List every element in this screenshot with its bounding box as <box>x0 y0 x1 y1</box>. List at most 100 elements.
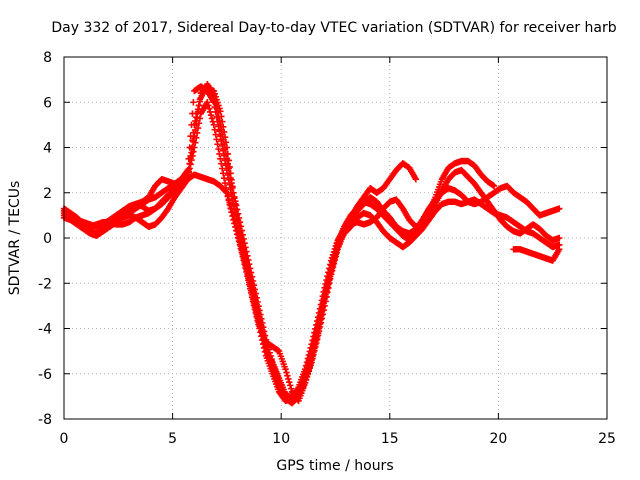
data-point <box>246 283 254 290</box>
data-point <box>294 391 301 399</box>
data-point <box>311 340 318 348</box>
data-point <box>225 196 232 203</box>
data-point <box>222 188 230 195</box>
data-point <box>326 274 333 282</box>
x-axis-label: GPS time / hours <box>276 458 393 474</box>
data-point <box>327 266 335 273</box>
data-point <box>250 299 258 307</box>
data-point <box>248 291 256 299</box>
x-tick-label: 20 <box>489 431 507 447</box>
data-point <box>189 137 196 144</box>
data-point <box>248 273 256 280</box>
data-point <box>223 155 231 163</box>
data-point <box>312 336 319 344</box>
data-point <box>219 131 226 138</box>
data-point <box>329 259 337 266</box>
data-point <box>314 325 322 332</box>
data-point <box>234 210 242 217</box>
data-point <box>259 319 266 327</box>
data-point <box>227 202 234 209</box>
data-point <box>230 189 237 196</box>
data-point <box>265 346 272 353</box>
data-point <box>333 245 340 252</box>
data-point <box>212 131 219 138</box>
data-point <box>211 96 218 103</box>
data-point <box>330 255 338 263</box>
data-point <box>256 307 263 314</box>
y-tick-label: 8 <box>43 50 52 66</box>
data-point <box>196 98 204 105</box>
data-point <box>313 329 321 336</box>
data-point <box>244 252 251 259</box>
data-point <box>309 348 316 355</box>
data-point <box>287 385 295 392</box>
data-point <box>267 352 274 360</box>
y-tick-label: -8 <box>38 412 52 428</box>
data-point <box>246 265 254 272</box>
data-point <box>302 371 310 379</box>
data-point <box>190 129 197 136</box>
data-point <box>490 182 498 190</box>
data-point <box>241 258 248 266</box>
data-point <box>243 248 250 255</box>
data-point <box>218 126 225 133</box>
data-point <box>223 189 231 196</box>
data-point <box>260 328 268 335</box>
data-point <box>226 199 233 206</box>
data-point <box>228 205 235 213</box>
data-point <box>319 304 326 311</box>
data-point <box>237 223 245 230</box>
data-point <box>229 208 236 216</box>
x-tick-label: 0 <box>60 431 69 447</box>
data-point <box>253 294 260 301</box>
data-point <box>183 177 191 184</box>
data-point <box>239 231 246 238</box>
data-point <box>283 369 290 376</box>
data-point <box>239 250 246 258</box>
data-point <box>209 118 217 125</box>
data-point <box>218 160 225 167</box>
data-point <box>266 349 273 356</box>
y-tick-label: 2 <box>43 186 52 202</box>
data-point <box>556 246 563 253</box>
data-point <box>213 136 220 143</box>
data-point <box>190 148 197 155</box>
data-point <box>228 179 235 187</box>
data-point <box>243 266 250 273</box>
data-point <box>315 321 323 328</box>
series-trace-f <box>510 246 563 264</box>
data-point <box>258 315 265 323</box>
data-point <box>214 141 221 148</box>
data-point <box>286 382 294 389</box>
x-tick-label: 25 <box>598 431 616 447</box>
data-point <box>221 145 229 153</box>
data-point <box>233 202 240 209</box>
data-point <box>556 234 563 242</box>
data-point <box>215 113 222 120</box>
data-point <box>264 343 272 350</box>
data-point <box>219 170 227 177</box>
data-point <box>231 193 238 201</box>
data-point <box>184 175 192 183</box>
y-axis-label: SDTVAR / TECUs <box>7 181 23 296</box>
data-point <box>226 170 233 177</box>
data-point <box>238 227 245 234</box>
data-point <box>250 281 258 289</box>
data-point <box>321 295 328 303</box>
series-trace-e <box>60 80 563 405</box>
y-tick-label: 6 <box>43 95 52 111</box>
data-point <box>556 205 563 212</box>
data-point <box>332 248 340 256</box>
data-point <box>249 277 257 285</box>
chart-title: Day 332 of 2017, Sidereal Day-to-day VTE… <box>51 20 616 36</box>
x-tick-label: 5 <box>168 431 177 447</box>
data-point <box>222 150 230 158</box>
data-point <box>242 244 249 251</box>
data-point <box>246 279 253 286</box>
data-point <box>219 136 227 143</box>
data-point <box>186 160 193 167</box>
data-point <box>238 247 245 254</box>
data-point <box>224 192 232 200</box>
data-point <box>301 375 309 382</box>
